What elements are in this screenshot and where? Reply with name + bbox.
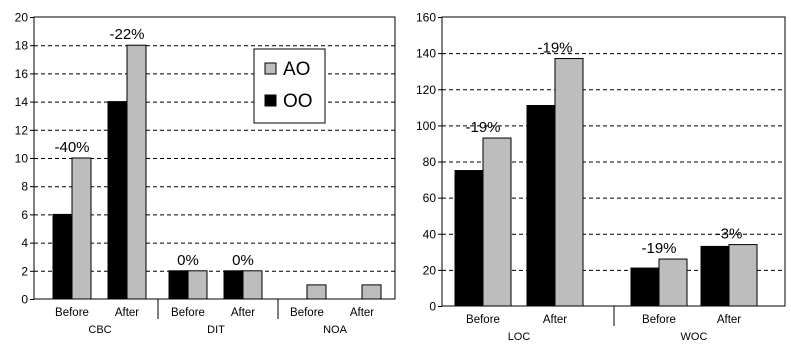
- group-label: NOA: [323, 324, 348, 336]
- y-tick-label: 80: [423, 155, 437, 169]
- bar-oo: [168, 270, 189, 300]
- y-tick-label: 2: [21, 264, 28, 278]
- x-category-label: After: [350, 307, 374, 319]
- group-label: DIT: [207, 324, 225, 336]
- group-label: LOC: [508, 331, 531, 343]
- y-tick-label: 0: [429, 300, 436, 314]
- bar-ao: [187, 270, 208, 300]
- y-tick-label: 8: [21, 180, 28, 194]
- y-tick-label: 140: [416, 47, 436, 61]
- y-tick-label: 4: [21, 236, 28, 250]
- legend-swatch-ao: [264, 62, 277, 75]
- change-annotation: -19%: [465, 119, 500, 136]
- change-annotation: -22%: [109, 26, 144, 43]
- y-tick-label: 0: [21, 293, 28, 307]
- y-tick-label: 18: [15, 39, 29, 53]
- x-category-label: After: [543, 314, 567, 326]
- bar-ao: [554, 58, 584, 307]
- y-tick-label: 12: [15, 123, 29, 137]
- x-category-label: Before: [466, 314, 500, 326]
- y-tick-label: 120: [416, 83, 436, 97]
- bar-oo: [630, 267, 660, 307]
- change-annotation: 0%: [177, 252, 199, 269]
- x-category-label: After: [231, 307, 255, 319]
- y-tick-label: 160: [416, 11, 436, 25]
- y-tick-label: 16: [15, 67, 29, 81]
- x-category-label: Before: [171, 307, 205, 319]
- bar-oo: [223, 270, 244, 300]
- group-label: WOC: [681, 331, 708, 343]
- legend-label-ao: AO: [283, 59, 310, 80]
- x-category-label: After: [717, 314, 741, 326]
- bar-oo: [526, 105, 556, 307]
- legend-label-oo: OO: [283, 91, 313, 112]
- bar-ao: [658, 258, 688, 307]
- bar-ao: [482, 137, 512, 307]
- bar-ao: [728, 244, 758, 307]
- change-annotation: -3%: [716, 226, 743, 243]
- legend-swatch-oo: [264, 94, 277, 107]
- y-tick-label: 20: [15, 11, 29, 25]
- bar-ao: [306, 284, 327, 300]
- change-annotation: -40%: [54, 139, 89, 156]
- x-category-label: Before: [55, 307, 89, 319]
- bar-oo: [52, 213, 73, 300]
- bar-ao: [242, 270, 263, 300]
- bar-oo: [107, 101, 128, 300]
- y-tick-label: 10: [15, 152, 29, 166]
- y-tick-label: 100: [416, 119, 436, 133]
- y-tick-label: 14: [15, 95, 29, 109]
- y-tick-label: 6: [21, 208, 28, 222]
- x-category-label: After: [115, 307, 139, 319]
- change-annotation: -19%: [641, 240, 676, 257]
- y-tick-label: 20: [423, 263, 437, 277]
- bar-oo: [454, 170, 484, 307]
- bar-oo: [700, 245, 730, 307]
- bar-ao: [361, 284, 382, 300]
- x-category-label: Before: [642, 314, 676, 326]
- change-annotation: 0%: [232, 252, 254, 269]
- legend-box: [253, 48, 326, 124]
- change-annotation: -19%: [537, 40, 572, 57]
- group-label: CBC: [88, 324, 111, 336]
- bar-ao: [71, 157, 92, 300]
- y-tick-label: 40: [423, 227, 437, 241]
- y-tick-label: 60: [423, 191, 437, 205]
- x-category-label: Before: [290, 307, 324, 319]
- bar-ao: [126, 44, 147, 300]
- legend: AO OO: [253, 48, 326, 124]
